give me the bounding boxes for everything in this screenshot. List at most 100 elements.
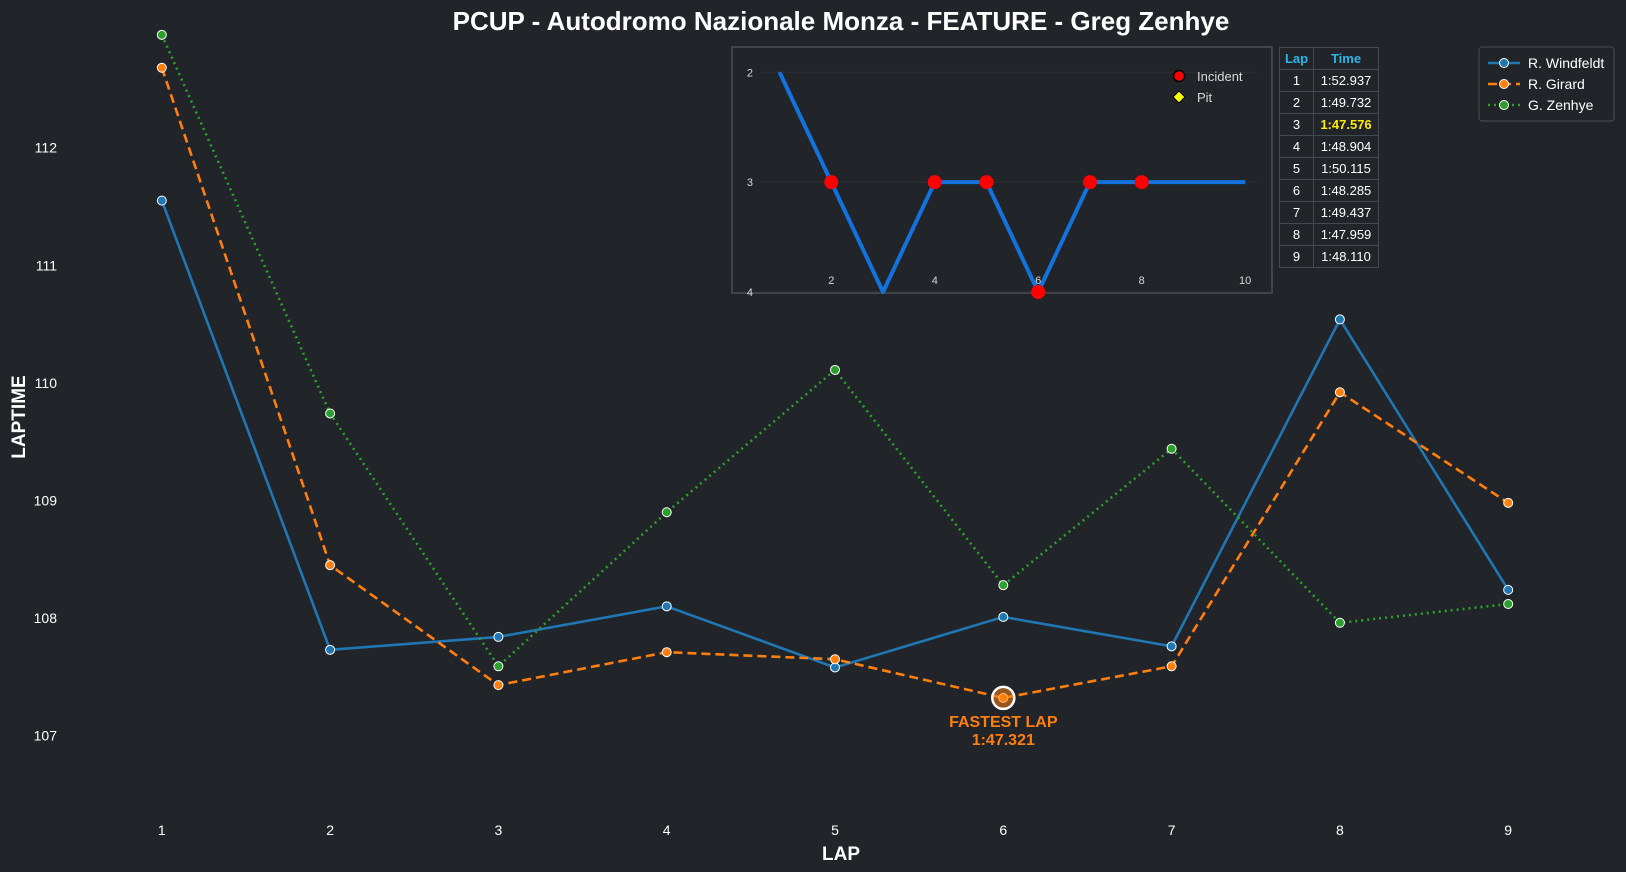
legend-label: G. Zenhye (1528, 97, 1594, 113)
y-tick-label: 112 (35, 140, 58, 156)
legend-label: R. Windfeldt (1528, 55, 1604, 71)
legend-marker (1499, 79, 1509, 89)
incident-legend-marker (1172, 69, 1186, 83)
lap-time-cell: 1:48.285 (1313, 179, 1379, 202)
lap-time-cell: 1:50.115 (1313, 157, 1379, 180)
y-tick-label: 111 (36, 257, 57, 273)
x-tick-label: 8 (1336, 822, 1344, 838)
inset-y-tick-label: 4 (747, 287, 753, 299)
inset-x-tick-label: 6 (1035, 275, 1041, 287)
data-point (156, 195, 167, 206)
y-tick-label: 107 (34, 728, 58, 744)
lap-number-cell: 5 (1279, 157, 1314, 180)
lap-number-cell: 6 (1279, 179, 1314, 202)
y-tick-label: 108 (34, 610, 58, 626)
lap-table-row: 2 1:49.732 (1279, 91, 1379, 114)
data-point (1166, 641, 1177, 652)
data-point (830, 662, 840, 673)
time-column-header: Time (1313, 47, 1379, 70)
incident-marker (1134, 175, 1149, 190)
data-point (1166, 443, 1177, 454)
data-point (1503, 497, 1514, 508)
data-point (1503, 584, 1514, 595)
lap-time-cell: 1:48.110 (1313, 245, 1379, 268)
legend-label: R. Girard (1528, 76, 1585, 92)
legend-marker (1499, 58, 1509, 68)
data-point (493, 680, 504, 691)
position-inset-chart: 2 3 4 2 4 6 8 10 Incident Pit (731, 46, 1273, 299)
data-point (1334, 387, 1345, 398)
lap-number-cell: 4 (1279, 135, 1314, 158)
incident-marker (979, 175, 994, 190)
data-point (325, 560, 336, 571)
incident-marker (1031, 285, 1046, 299)
lap-time-cell: 1:49.437 (1313, 201, 1379, 224)
data-point (661, 507, 672, 518)
x-axis-label: LAP (822, 844, 860, 865)
data-point (998, 611, 1009, 622)
lap-time-cell: 1:47.959 (1313, 223, 1379, 246)
lap-number-cell: 3 (1279, 113, 1314, 136)
data-point (830, 364, 840, 375)
lap-table-row: 8 1:47.959 (1279, 223, 1379, 246)
pit-legend-marker (1172, 90, 1186, 104)
lap-number-cell: 2 (1279, 91, 1314, 114)
inset-legend-label: Incident (1197, 69, 1243, 84)
best-lap-time-cell: 1:47.576 (1313, 113, 1379, 136)
y-tick-label: 110 (35, 375, 58, 391)
data-point (156, 29, 167, 40)
data-point (661, 601, 672, 612)
legend-marker (1499, 100, 1509, 110)
lap-table-row: 6 1:48.285 (1279, 179, 1379, 202)
lap-table-row: 4 1:48.904 (1279, 135, 1379, 158)
inset-x-tick-label: 2 (828, 275, 834, 287)
lap-time-cell: 1:52.937 (1313, 69, 1379, 92)
fastest-lap-label: FASTEST LAP (949, 714, 1058, 731)
incident-marker (824, 175, 839, 190)
lap-time-cell: 1:49.732 (1313, 91, 1379, 114)
inset-y-tick-label: 2 (747, 67, 753, 79)
inset-x-tick-label: 4 (932, 275, 938, 287)
data-point (1334, 617, 1345, 628)
lap-table-row: 5 1:50.115 (1279, 157, 1379, 180)
y-tick-label: 109 (34, 492, 58, 508)
data-point (493, 661, 504, 672)
x-tick-label: 2 (326, 822, 334, 838)
data-point (1166, 661, 1177, 672)
incident-marker (927, 175, 942, 190)
main-legend: R. Windfeldt R. Girard G. Zenhye (1478, 46, 1615, 122)
inset-x-tick-label: 10 (1239, 275, 1251, 287)
lap-number-cell: 1 (1279, 69, 1314, 92)
data-point (1334, 314, 1345, 325)
fastest-lap-time: 1:47.321 (972, 732, 1035, 749)
y-axis-label: LAPTIME (9, 375, 30, 458)
data-point (325, 644, 336, 655)
data-point (493, 631, 504, 642)
inset-x-tick-label: 8 (1139, 275, 1145, 287)
chart-title: PCUP - Autodromo Nazionale Monza - FEATU… (453, 6, 1230, 36)
incident-marker (1082, 175, 1097, 190)
x-tick-label: 4 (663, 822, 671, 838)
lap-column-header: Lap (1279, 47, 1314, 70)
x-tick-label: 5 (831, 822, 839, 838)
legend-box (1478, 46, 1615, 122)
lap-table-header-row: Lap Time (1279, 47, 1379, 70)
x-tick-label: 7 (1168, 822, 1176, 838)
inset-frame (731, 46, 1273, 294)
lap-number-cell: 7 (1279, 201, 1314, 224)
x-tick-label: 3 (495, 822, 503, 838)
lap-number-cell: 8 (1279, 223, 1314, 246)
fastest-lap-marker (991, 685, 1016, 711)
x-tick-label: 9 (1504, 822, 1512, 838)
x-tick-label: 6 (999, 822, 1007, 838)
data-point (661, 647, 672, 658)
lap-table-row: 7 1:49.437 (1279, 201, 1379, 224)
lap-time-cell: 1:48.904 (1313, 135, 1379, 158)
lap-table-row: 3 1:47.576 (1279, 113, 1379, 136)
lap-table-row: 9 1:48.110 (1279, 245, 1379, 268)
lap-times-table: Lap Time 1 1:52.937 2 1:49.732 3 1:47.576 4 1:4… (1279, 47, 1379, 268)
position-line (777, 71, 1246, 294)
x-tick-label: 1 (158, 822, 166, 838)
